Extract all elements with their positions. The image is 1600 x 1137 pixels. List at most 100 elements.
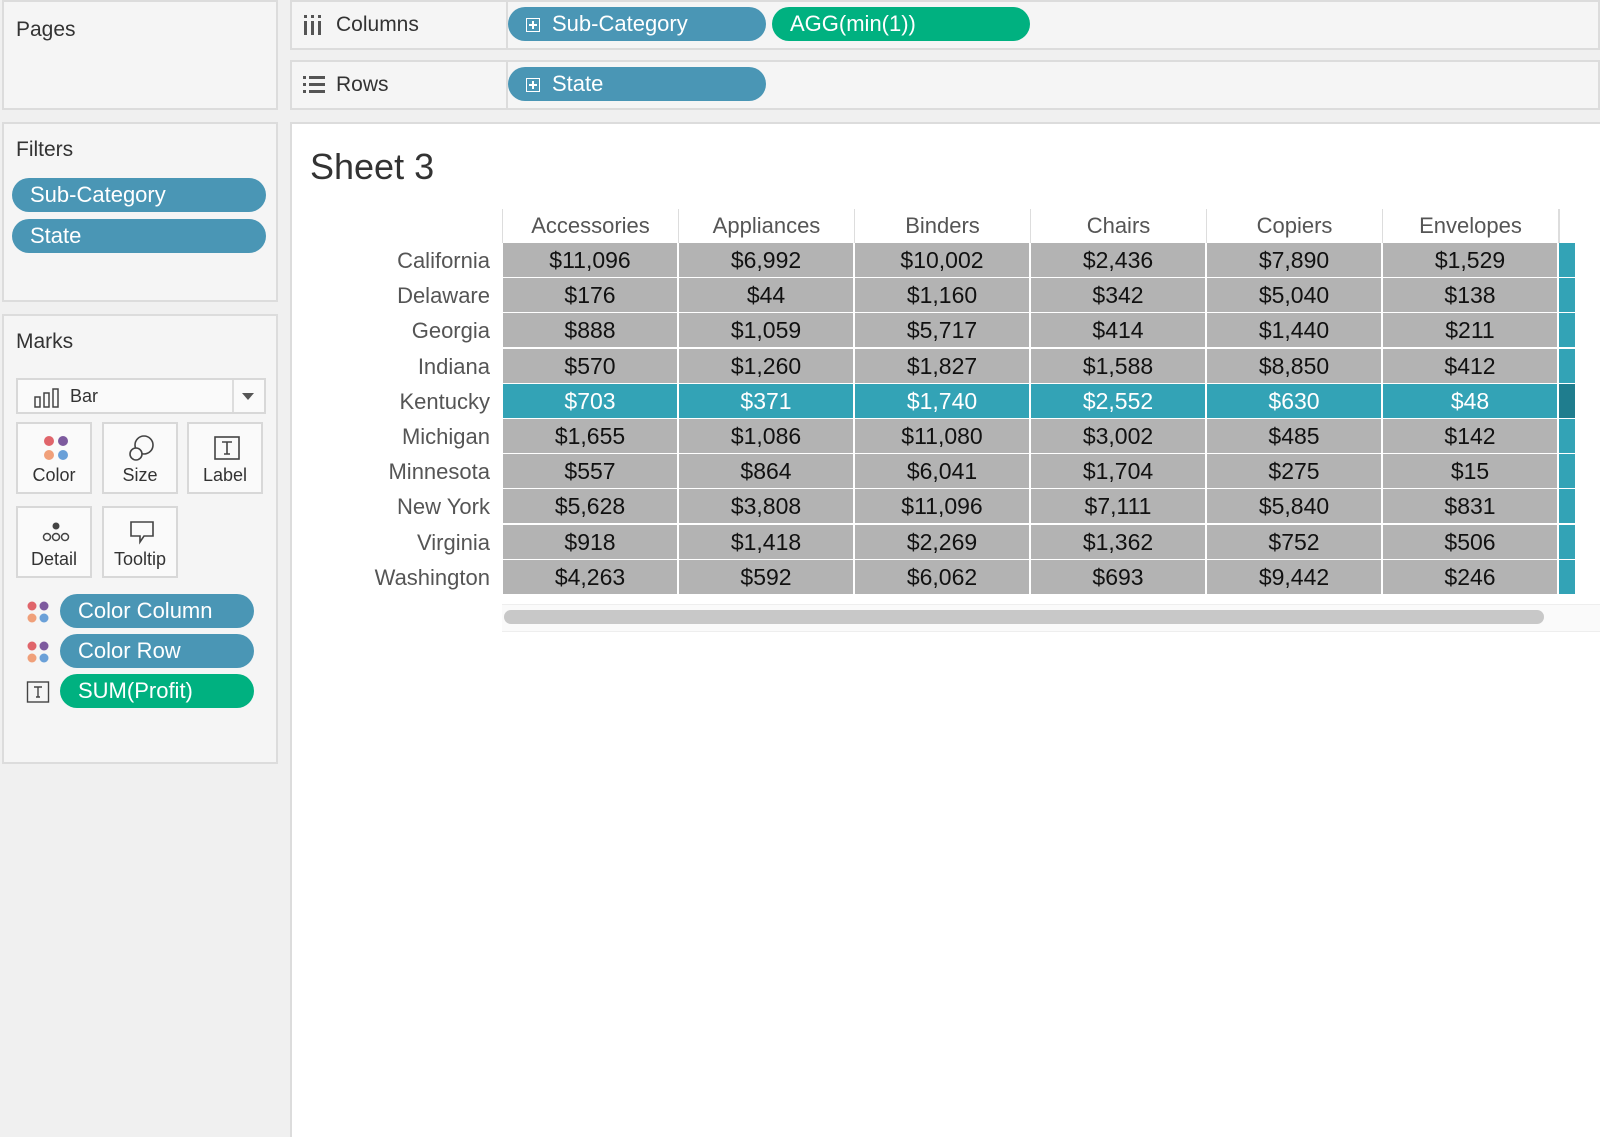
table-cell[interactable]: $5,840 [1207, 489, 1381, 523]
marks-field-pill-0[interactable]: Color Column [60, 594, 254, 628]
color-button[interactable]: Color [16, 422, 92, 494]
table-cell[interactable]: $342 [1031, 278, 1205, 312]
horizontal-scrollbar-thumb[interactable] [504, 610, 1544, 624]
table-cell[interactable]: $275 [1207, 454, 1381, 488]
table-cell[interactable]: $15 [1383, 454, 1557, 488]
filters-card[interactable]: Filters Sub-Category State [2, 122, 278, 302]
table-cell[interactable]: $371 [679, 384, 853, 418]
color-dots-icon[interactable] [26, 640, 50, 664]
table-cell[interactable]: $1,086 [679, 419, 853, 453]
table-cell[interactable]: $1,529 [1383, 243, 1557, 277]
table-cell[interactable]: $9,442 [1207, 560, 1381, 594]
table-cell[interactable]: $831 [1383, 489, 1557, 523]
table-cell[interactable]: $5,717 [855, 313, 1029, 347]
row-header[interactable]: Indiana [417, 354, 490, 379]
table-cell[interactable]: $138 [1383, 278, 1557, 312]
table-cell[interactable]: $693 [1031, 560, 1205, 594]
table-cell-partial[interactable] [1559, 560, 1575, 594]
table-cell[interactable]: $1,160 [855, 278, 1029, 312]
table-cell-partial[interactable] [1559, 454, 1575, 488]
row-header[interactable]: Georgia [411, 318, 490, 343]
column-header[interactable]: Appliances [678, 209, 854, 243]
table-cell[interactable]: $1,655 [503, 419, 677, 453]
row-header[interactable]: New York [397, 494, 490, 519]
columns-pill-1[interactable]: AGG(min(1)) [772, 7, 1030, 41]
table-cell[interactable]: $1,740 [855, 384, 1029, 418]
table-cell[interactable]: $630 [1207, 384, 1381, 418]
table-cell[interactable]: $1,059 [679, 313, 853, 347]
table-cell-partial[interactable] [1559, 243, 1575, 277]
table-cell[interactable]: $703 [503, 384, 677, 418]
table-cell-partial[interactable] [1559, 278, 1575, 312]
row-header[interactable]: Delaware [397, 283, 490, 308]
table-cell[interactable]: $3,002 [1031, 419, 1205, 453]
table-cell[interactable]: $4,263 [503, 560, 677, 594]
table-cell[interactable]: $1,260 [679, 349, 853, 383]
table-cell[interactable]: $1,588 [1031, 349, 1205, 383]
expand-plus-icon[interactable] [526, 78, 540, 92]
table-cell[interactable]: $7,890 [1207, 243, 1381, 277]
table-cell[interactable]: $176 [503, 278, 677, 312]
table-cell[interactable]: $211 [1383, 313, 1557, 347]
table-cell[interactable]: $44 [679, 278, 853, 312]
table-cell[interactable]: $2,436 [1031, 243, 1205, 277]
table-cell[interactable]: $412 [1383, 349, 1557, 383]
sheet-title[interactable]: Sheet 3 [310, 146, 435, 187]
text-label-icon[interactable] [26, 680, 50, 704]
marks-field-pill-2[interactable]: SUM(Profit) [60, 674, 254, 708]
table-cell[interactable]: $11,080 [855, 419, 1029, 453]
table-cell[interactable]: $592 [679, 560, 853, 594]
table-cell[interactable]: $7,111 [1031, 489, 1205, 523]
table-cell[interactable]: $1,418 [679, 525, 853, 559]
table-cell[interactable]: $2,552 [1031, 384, 1205, 418]
table-cell[interactable]: $246 [1383, 560, 1557, 594]
filter-pill-1[interactable]: State [12, 219, 266, 253]
table-cell[interactable]: $1,440 [1207, 313, 1381, 347]
table-cell[interactable]: $414 [1031, 313, 1205, 347]
detail-button[interactable]: Detail [16, 506, 92, 578]
table-cell[interactable]: $485 [1207, 419, 1381, 453]
column-header[interactable]: Envelopes [1382, 209, 1558, 243]
row-header[interactable]: Minnesota [388, 459, 490, 484]
marks-field-pill-1[interactable]: Color Row [60, 634, 254, 668]
row-header[interactable]: Kentucky [399, 389, 491, 414]
row-header[interactable]: California [397, 248, 490, 273]
label-button[interactable]: Label [187, 422, 263, 494]
horizontal-scrollbar-track[interactable] [502, 604, 1600, 632]
table-cell[interactable]: $6,062 [855, 560, 1029, 594]
columns-pill-0[interactable]: Sub-Category [508, 7, 766, 41]
table-cell-partial[interactable] [1559, 313, 1575, 347]
column-header[interactable]: Accessories [502, 209, 678, 243]
column-header[interactable]: Copiers [1206, 209, 1382, 243]
tooltip-button[interactable]: Tooltip [102, 506, 178, 578]
table-cell[interactable]: $2,269 [855, 525, 1029, 559]
table-cell-partial[interactable] [1559, 419, 1575, 453]
table-cell[interactable]: $5,040 [1207, 278, 1381, 312]
table-cell[interactable]: $752 [1207, 525, 1381, 559]
table-cell[interactable]: $1,362 [1031, 525, 1205, 559]
color-dots-icon[interactable] [26, 600, 50, 624]
table-cell[interactable]: $918 [503, 525, 677, 559]
expand-plus-icon[interactable] [526, 18, 540, 32]
marks-card[interactable]: Marks Bar Color Size Label [2, 314, 278, 764]
table-cell[interactable]: $10,002 [855, 243, 1029, 277]
table-cell-partial[interactable] [1559, 349, 1575, 383]
pages-card[interactable]: Pages [2, 0, 278, 110]
row-header[interactable]: Washington [374, 565, 490, 590]
table-cell[interactable]: $48 [1383, 384, 1557, 418]
table-cell[interactable]: $506 [1383, 525, 1557, 559]
size-button[interactable]: Size [102, 422, 178, 494]
table-cell[interactable]: $6,992 [679, 243, 853, 277]
table-cell[interactable]: $1,704 [1031, 454, 1205, 488]
table-cell[interactable]: $570 [503, 349, 677, 383]
rows-shelf[interactable]: Rows State [290, 60, 1600, 110]
table-cell[interactable]: $1,827 [855, 349, 1029, 383]
table-cell-partial[interactable] [1559, 489, 1575, 523]
filter-pill-0[interactable]: Sub-Category [12, 178, 266, 212]
table-cell[interactable]: $8,850 [1207, 349, 1381, 383]
mark-type-dropdown[interactable]: Bar [16, 378, 266, 414]
table-cell[interactable]: $6,041 [855, 454, 1029, 488]
chevron-down-icon[interactable] [242, 393, 254, 400]
table-cell-partial[interactable] [1559, 384, 1575, 418]
table-cell[interactable]: $557 [503, 454, 677, 488]
